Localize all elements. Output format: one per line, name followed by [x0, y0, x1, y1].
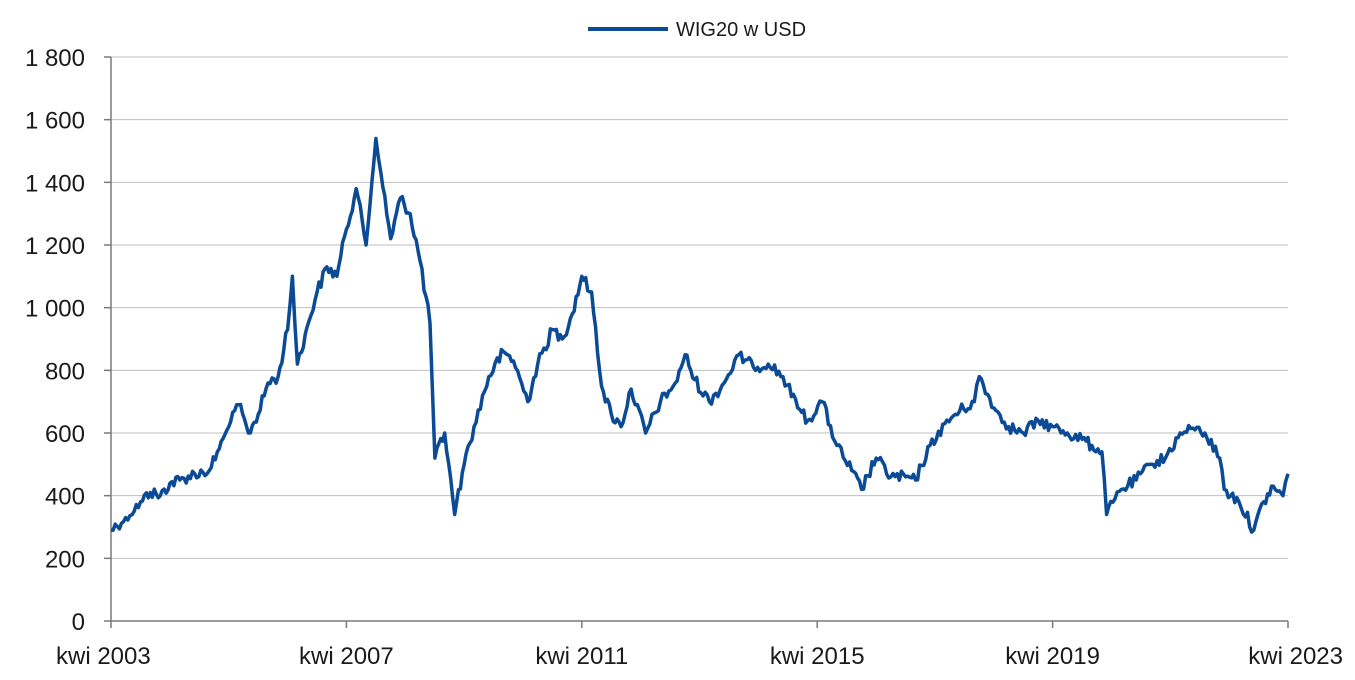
y-tick-label-600: 600	[45, 421, 85, 448]
x-tick-label-0: kwi 2003	[56, 643, 151, 670]
x-tick-label-3: kwi 2015	[770, 643, 865, 670]
y-tick-label-1600: 1 600	[25, 108, 85, 135]
y-tick-label-1000: 1 000	[25, 296, 85, 323]
x-axis-ticks: kwi 2003 kwi 2007 kwi 2011 kwi 2015 kwi 2019…	[56, 621, 1343, 670]
legend: WIG20 w USD	[588, 19, 806, 41]
x-tick-label-1: kwi 2007	[299, 643, 394, 670]
y-tick-label-800: 800	[45, 358, 85, 385]
y-axis-tick-labels: 0 200 400 600 800 1 000 1 200 1 400 1 600 1 800	[25, 45, 111, 636]
legend-label-wig20-usd: WIG20 w USD	[676, 19, 806, 41]
y-tick-label-0: 0	[72, 609, 85, 636]
series-line-wig20-usd	[110, 136, 1290, 534]
y-tick-label-1400: 1 400	[25, 170, 85, 197]
x-tick-label-4: kwi 2019	[1005, 643, 1100, 670]
series-layer	[110, 136, 1290, 534]
y-tick-label-200: 200	[45, 546, 85, 573]
x-tick-label-5: kwi 2023	[1248, 643, 1343, 670]
y-tick-label-1800: 1 800	[25, 45, 85, 72]
horizontal-gridlines	[111, 56, 1288, 559]
x-tick-label-2: kwi 2011	[535, 643, 628, 670]
y-tick-label-400: 400	[45, 484, 85, 511]
y-tick-label-1200: 1 200	[25, 233, 85, 260]
